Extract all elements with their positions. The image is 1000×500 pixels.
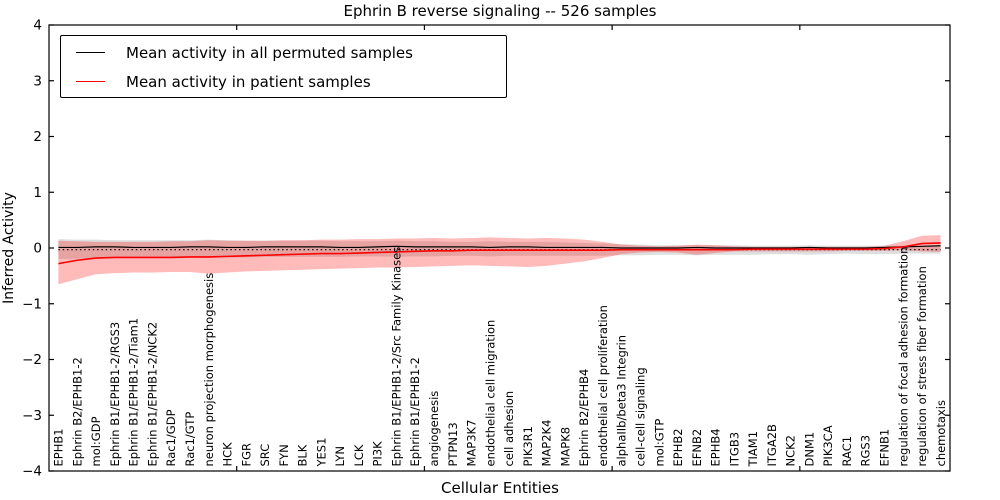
x-tick-label: endothelial cell proliferation [596,305,610,466]
x-tick-label: FYN [277,444,291,466]
x-tick-label: EFNB1 [878,429,892,467]
x-tick-label: Rac1/GTP [183,412,197,467]
y-tick-label: 4 [33,18,42,34]
x-tick-label: cell-cell signaling [633,367,647,466]
x-tick-label: ITGA2B [765,424,779,467]
x-tick-label: RAC1 [840,436,854,467]
x-tick-label: PTPN13 [446,422,460,466]
y-tick-label: −1 [22,296,42,312]
x-tick-label: Ephrin B1/EPHB1-2/Src Family Kinases [389,247,403,467]
x-tick-label: PIK3R1 [521,426,535,467]
x-tick-label: alphaIIb/beta3 Integrin [615,335,629,467]
y-tick-label: 0 [33,241,42,257]
y-tick-label: 3 [33,73,42,89]
x-tick-label: mol:GDP [89,416,103,466]
x-tick-label: EPHB4 [709,428,723,466]
x-tick-label: PI3K [371,441,385,467]
y-tick-label: 2 [33,129,42,145]
chart-title: Ephrin B reverse signaling -- 526 sample… [343,2,657,20]
x-tick-label: Ephrin B1/EPHB1-2/RGS3 [108,322,122,467]
x-tick-label: FGR [239,443,253,467]
legend-label-patient: Mean activity in patient samples [126,72,371,91]
x-tick-label: EPHB1 [52,428,66,466]
x-tick-label: Ephrin B1/EPHB1-2 [408,357,422,466]
x-tick-label: NCK2 [784,435,798,467]
permuted-line-swatch [76,52,105,53]
x-tick-label: chemotaxis [934,400,948,466]
x-tick-label: mol:GTP [652,419,666,467]
x-tick-label: Ephrin B1/EPHB1-2/Tiam1 [127,318,141,467]
x-tick-label: ITGB3 [727,432,741,467]
x-tick-label: MAPK8 [558,427,572,467]
y-axis-title: Inferred Activity [1,192,17,304]
x-tick-label: MAP3K7 [465,420,479,467]
x-tick-label: LYN [333,446,347,467]
x-tick-label: regulation of focal adhesion formation [896,247,910,467]
x-tick-label: Ephrin B2/EPHB4 [577,369,591,467]
x-tick-label: Ephrin B2/EPHB1-2 [70,357,84,466]
y-tick-label: −4 [22,464,42,480]
x-tick-label: SRC [258,444,272,467]
x-tick-label: Ephrin B1/EPHB1-2/NCK2 [145,322,159,467]
patient-line-swatch [76,81,105,82]
legend-label-permuted: Mean activity in all permuted samples [126,43,413,62]
x-tick-label: EFNB2 [690,429,704,467]
legend-entry-patient: Mean activity in patient samples [61,67,506,96]
x-tick-label: angiogenesis [427,391,441,467]
x-tick-label: neuron projection morphogenesis [202,273,216,467]
x-tick-label: regulation of stress fiber formation [915,266,929,466]
patient-mean-line [58,242,941,265]
legend: Mean activity in all permuted samples Me… [60,35,507,98]
y-tick-label: −3 [22,408,42,424]
y-tick-label: 1 [33,185,42,201]
patient-band [58,235,941,285]
x-axis-title: Cellular Entities [441,479,559,497]
x-tick-label: PIK3CA [821,425,835,466]
x-tick-label: endothelial cell migration [483,320,497,467]
permuted-mean-line [58,245,941,249]
x-tick-label: BLK [296,444,310,466]
x-tick-label: RGS3 [859,435,873,467]
x-tick-label: Rac1/GDP [164,409,178,466]
legend-entry-permuted: Mean activity in all permuted samples [61,38,506,67]
x-tick-label: cell adhesion [502,391,516,467]
x-tick-label: EPHB2 [671,428,685,466]
x-tick-label: HCK [221,442,235,467]
y-tick-label: −2 [22,352,42,368]
x-tick-label: DNM1 [802,432,816,467]
x-tick-label: MAP2K4 [540,420,554,467]
x-tick-label: YES1 [314,438,328,468]
x-tick-label: TIAM1 [746,431,760,468]
x-tick-label: LCK [352,444,366,466]
